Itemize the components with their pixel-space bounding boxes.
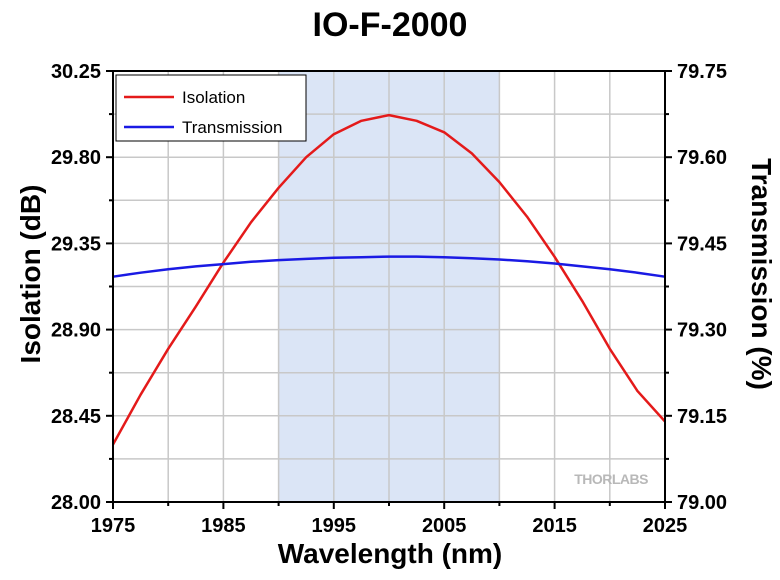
x-tick-label: 2005	[422, 515, 467, 537]
series-layer	[111, 113, 666, 446]
y-left-tick-label: 29.35	[51, 233, 101, 255]
legend-label-transmission: Transmission	[182, 118, 282, 137]
legend: Isolation Transmission	[115, 74, 307, 142]
grid-layer	[113, 71, 665, 502]
y-axis-right-label: Transmission (%)	[746, 158, 777, 390]
y-axis-left-label: Isolation (dB)	[15, 185, 46, 364]
legend-label-isolation: Isolation	[182, 88, 245, 107]
x-tick-label: 1995	[312, 515, 357, 537]
y-right-tick-label: 79.45	[677, 233, 727, 255]
y-right-tick-label: 79.15	[677, 406, 727, 428]
x-tick-label: 2015	[532, 515, 577, 537]
legend-box	[115, 74, 307, 142]
y-right-tick-label: 79.60	[677, 147, 727, 169]
y-left-tick-label: 28.00	[51, 492, 101, 514]
chart-title: IO-F-2000	[313, 6, 468, 44]
series-line-isolation	[111, 113, 666, 446]
series-line-transmission	[112, 255, 666, 278]
y-left-tick-label: 28.45	[51, 406, 101, 428]
x-tick-label: 1975	[91, 515, 136, 537]
y-right-tick-label: 79.00	[677, 492, 727, 514]
watermark-logo: THORLABS	[574, 471, 648, 487]
y-right-tick-label: 79.75	[677, 61, 727, 83]
y-left-tick-label: 30.25	[51, 61, 101, 83]
tick-layer: 1975 1985 1995 2005 2015 2025 28.00 28.45 28.90 2…	[51, 61, 727, 537]
x-tick-label: 2025	[643, 515, 688, 537]
y-left-tick-label: 29.80	[51, 147, 101, 169]
x-axis-label: Wavelength (nm)	[278, 538, 503, 569]
x-tick-label: 1985	[201, 515, 246, 537]
y-left-tick-label: 28.90	[51, 320, 101, 342]
y-right-tick-label: 79.30	[677, 320, 727, 342]
